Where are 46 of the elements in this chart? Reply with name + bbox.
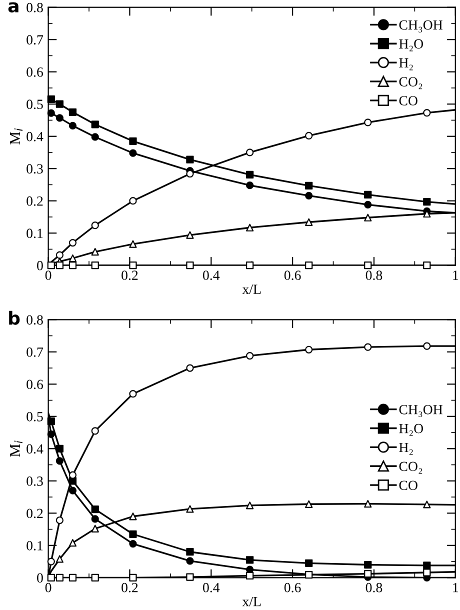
y-tick-label: 0.8: [26, 315, 43, 325]
y-axis-title: M$_{i}$: [10, 440, 22, 457]
y-tick-label: 0: [37, 573, 43, 583]
x-tick-label: 0.6: [284, 582, 301, 592]
y-tick-label: 0.5: [26, 412, 43, 422]
y-tick-label: 0.7: [26, 35, 44, 45]
legend-label: H₂: [399, 442, 413, 455]
y-tick-label: 0.3: [26, 476, 43, 486]
legend-label: H₂O: [399, 424, 424, 436]
legend-label: CO: [399, 96, 418, 106]
y-tick-label: 0.3: [26, 164, 43, 174]
x-tick-label: 1: [453, 583, 458, 592]
chart-title: a: [8, 2, 18, 13]
x-tick-label: 0: [45, 270, 52, 280]
x-axis-title: x/L: [242, 284, 261, 294]
y-tick-label: 0.7: [26, 347, 44, 357]
legend-label: CO₂: [399, 462, 422, 474]
x-tick-label: 0.4: [202, 270, 220, 280]
y-tick-label: 0: [37, 260, 43, 270]
y-tick-label: 0.1: [26, 541, 43, 550]
legend-label: H₂: [399, 58, 413, 70]
y-tick-label: 0.8: [26, 2, 43, 12]
y-tick-label: 0.4: [26, 444, 44, 454]
x-tick-label: 0: [45, 582, 52, 592]
x-tick-label: 0.4: [202, 582, 220, 592]
y-tick-label: 0.4: [26, 132, 44, 142]
y-tick-label: 0.6: [26, 67, 44, 77]
legend-label: CO₂: [399, 77, 422, 90]
y-tick-label: 0.5: [26, 100, 43, 110]
y-tick-label: 0.1: [26, 228, 43, 238]
y-tick-label: 0.2: [26, 508, 43, 518]
legend-label: CO: [399, 480, 418, 490]
x-tick-label: 0.8: [366, 270, 382, 280]
chart-title: b: [9, 310, 20, 325]
x-tick-label: 1: [453, 270, 458, 280]
legend-label: H₂O: [399, 39, 424, 52]
legend-label: CH₃OH: [399, 20, 442, 32]
y-axis-title: M$_{i}$: [10, 128, 22, 145]
legend-label: CH₃OH: [399, 404, 442, 418]
x-tick-label: 0.2: [122, 270, 138, 280]
y-tick-label: 0.6: [26, 380, 44, 390]
x-tick-label: 0.6: [284, 270, 301, 280]
y-tick-label: 0.2: [26, 196, 43, 206]
x-tick-label: 0.2: [122, 582, 138, 592]
x-tick-label: 0.8: [366, 582, 382, 592]
x-axis-title: x/L: [242, 596, 261, 606]
